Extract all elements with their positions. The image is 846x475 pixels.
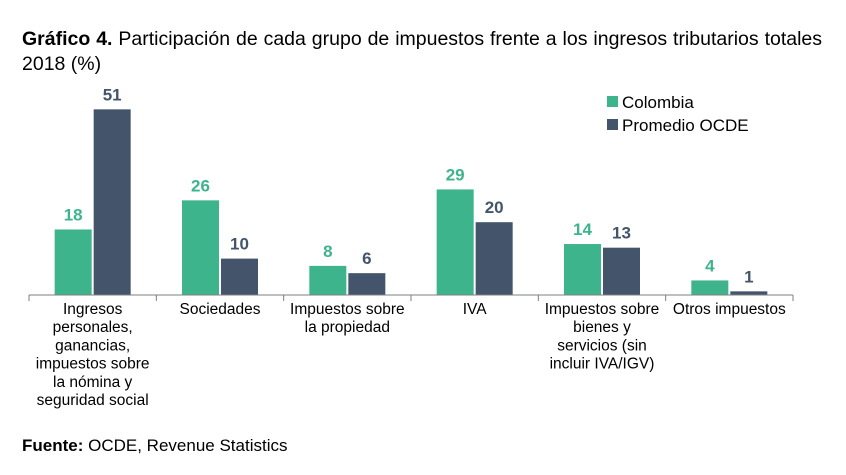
chart-title: Gráfico 4. Participación de cada grupo d… xyxy=(22,27,822,77)
source-label: Fuente: xyxy=(22,436,84,455)
chart-title-prefix: Gráfico 4. xyxy=(22,28,113,50)
bar-ocde-5 xyxy=(730,291,768,295)
data-label-ocde-3: 20 xyxy=(485,198,504,217)
data-label-colombia-1: 26 xyxy=(191,176,210,195)
bar-ocde-2 xyxy=(348,273,386,295)
bar-colombia-5 xyxy=(691,280,729,295)
source-text: OCDE, Revenue Statistics xyxy=(88,436,288,455)
legend-label-ocde: Promedio OCDE xyxy=(622,116,749,135)
data-label-colombia-4: 14 xyxy=(573,220,592,239)
data-label-colombia-5: 4 xyxy=(705,256,715,275)
category-label-0: Ingresos personales, ganancias, impuestos s… xyxy=(36,301,150,409)
bar-colombia-1 xyxy=(182,200,219,295)
data-label-colombia-3: 29 xyxy=(446,165,465,184)
chart-title-text: Participación de cada grupo de impuestos… xyxy=(22,28,823,75)
bar-ocde-1 xyxy=(221,258,258,295)
data-label-ocde-4: 13 xyxy=(612,224,631,243)
bar-colombia-3 xyxy=(436,189,474,295)
data-label-ocde-1: 10 xyxy=(230,235,249,254)
data-label-colombia-2: 8 xyxy=(323,242,332,261)
bar-ocde-0 xyxy=(93,109,131,295)
category-label-4: Impuestos sobre bienes y servicios (sin inc… xyxy=(545,301,660,373)
bar-ocde-4 xyxy=(603,247,640,295)
bar-colombia-2 xyxy=(309,265,347,295)
legend-label-colombia: Colombia xyxy=(622,93,694,112)
category-label-3: IVA xyxy=(463,301,487,318)
bar-colombia-4 xyxy=(564,244,601,295)
legend-swatch-colombia xyxy=(607,96,618,107)
bar-ocde-3 xyxy=(475,222,513,295)
category-label-5: Otros impuestos xyxy=(673,301,786,318)
category-label-1: Sociedades xyxy=(179,301,260,318)
bar-colombia-0 xyxy=(54,229,92,295)
data-label-ocde-2: 6 xyxy=(362,249,371,268)
legend-swatch-ocde xyxy=(607,119,618,130)
source-note: Fuente: OCDE, Revenue Statistics xyxy=(22,436,287,456)
data-label-colombia-0: 18 xyxy=(64,205,83,224)
data-label-ocde-5: 1 xyxy=(744,267,753,286)
category-label-2: Impuestos sobre la propiedad xyxy=(290,301,405,336)
data-label-ocde-0: 51 xyxy=(103,85,122,104)
